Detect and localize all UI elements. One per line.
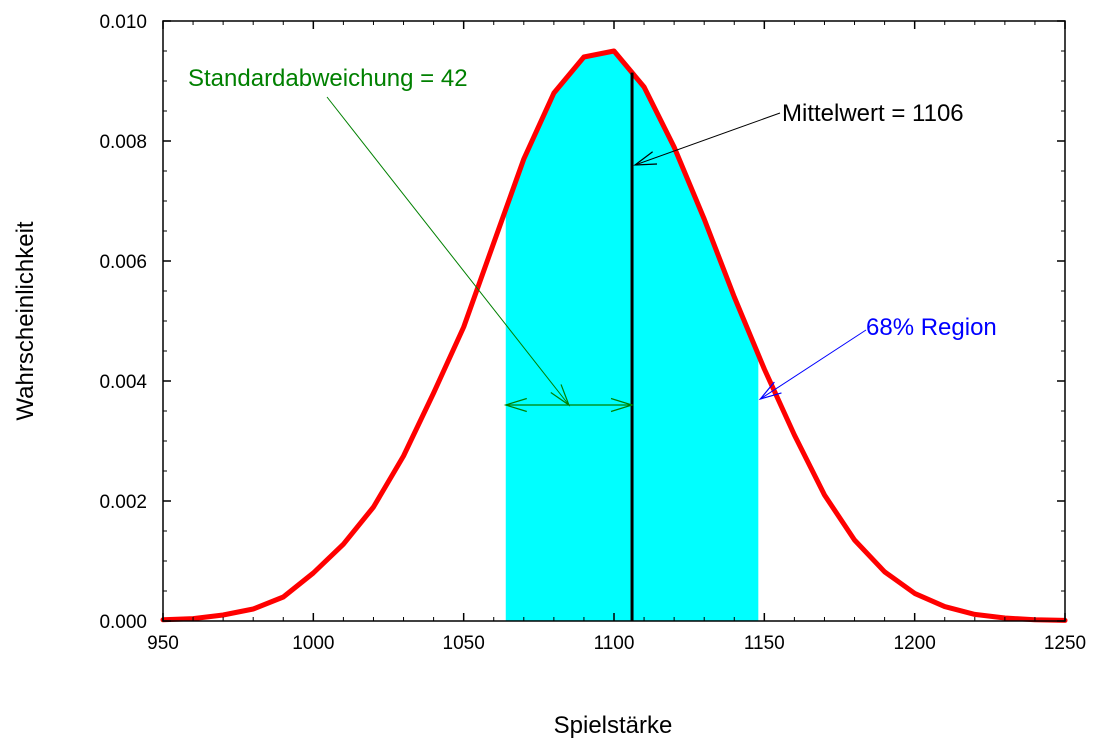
- mean-arrow-line: [634, 112, 781, 166]
- y-tick-label: 0.006: [99, 252, 147, 273]
- y-tick-label: 0.008: [99, 132, 147, 153]
- x-tick-label: 1000: [292, 633, 334, 654]
- x-tick-label: 950: [147, 633, 179, 654]
- x-tick-label: 1250: [1044, 633, 1086, 654]
- std-dev-leader-line: [326, 96, 570, 406]
- x-tick-label: 1150: [744, 633, 785, 654]
- x-axis: 950 1000 1050 1100 1150 1200 1250: [147, 21, 1086, 654]
- x-tick-label: 1100: [594, 633, 635, 654]
- annotation-std-dev: Standardabweichung = 42: [188, 65, 468, 92]
- y-tick-label: 0.000: [99, 612, 147, 633]
- y-tick-label: 0.010: [99, 12, 147, 33]
- region-arrow-line: [760, 329, 867, 400]
- y-axis: 0.000 0.002 0.004 0.006 0.008 0.010: [99, 12, 1065, 633]
- annotation-68-region: 68% Region: [866, 314, 997, 341]
- x-tick-label: 1200: [894, 633, 936, 654]
- annotation-mean: Mittelwert = 1106: [782, 100, 964, 127]
- mean-arrowhead: [633, 151, 658, 166]
- series-line-curve: [160, 48, 1068, 623]
- x-tick-label: 1050: [443, 633, 485, 654]
- region-arrowhead: [758, 381, 782, 401]
- annotations-layer: [326, 96, 867, 413]
- y-tick-label: 0.002: [99, 492, 147, 513]
- std-dev-arrowhead-right: [610, 397, 635, 413]
- x-axis-title: Spielstärke: [554, 712, 673, 739]
- y-tick-label: 0.004: [99, 372, 147, 393]
- y-axis-title: Wahrscheinlichkeit: [12, 221, 39, 421]
- std-dev-arrowhead-left: [503, 397, 527, 413]
- curve-layer: [160, 48, 1068, 623]
